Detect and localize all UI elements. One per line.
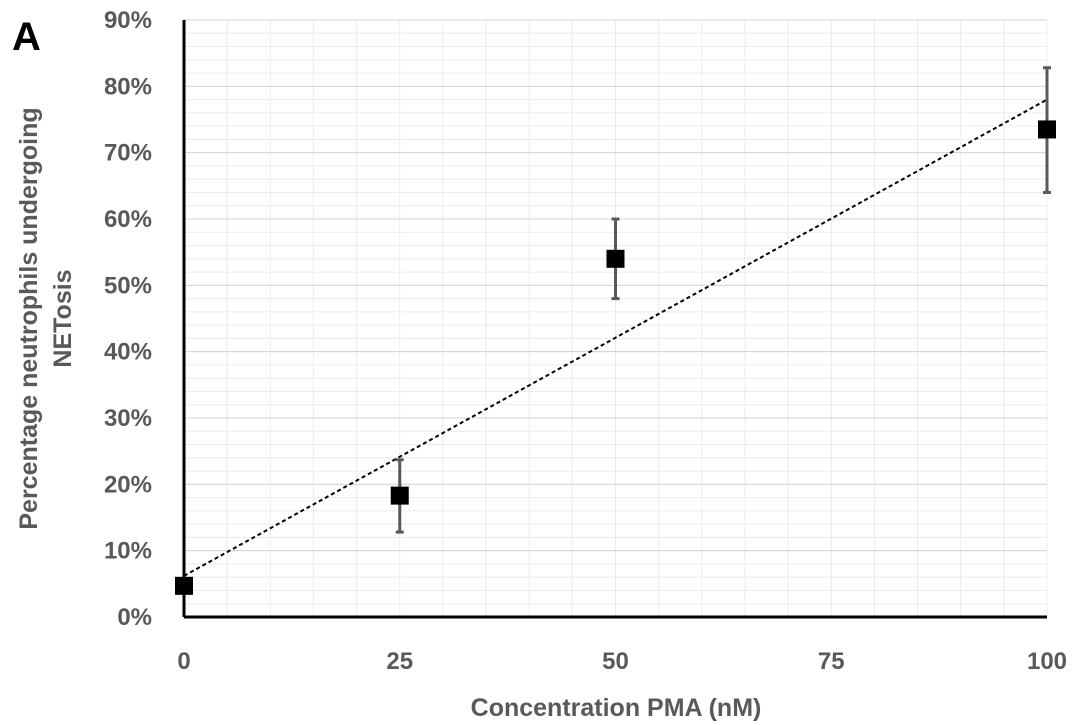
x-tick-label: 25 — [386, 648, 413, 675]
x-tick-label: 100 — [1027, 648, 1067, 675]
y-tick-label: 40% — [104, 339, 152, 366]
y-tick-labels: 0% 10% 20% 30% 40% 50% 60% 70% 80% 90% — [104, 7, 152, 631]
y-tick-label: 70% — [104, 140, 152, 167]
x-axis-title: Concentration PMA (nM) — [471, 694, 762, 722]
y-tick-label: 20% — [104, 471, 152, 498]
x-tick-label: 75 — [818, 648, 845, 675]
x-tick-label: 50 — [602, 648, 629, 675]
data-point-marker — [390, 486, 409, 505]
data-point-marker — [175, 576, 193, 595]
data-point-marker — [1038, 120, 1056, 139]
axes — [182, 20, 1047, 619]
y-tick-label: 60% — [104, 206, 152, 233]
data-point-marker — [606, 249, 625, 268]
y-tick-label: 90% — [104, 7, 152, 34]
x-tick-label: 0 — [177, 648, 190, 675]
y-tick-label: 80% — [104, 73, 152, 100]
y-axis-title-line: Percentage neutrophils undergoing — [15, 107, 43, 529]
grid-minor — [183, 19, 1048, 618]
y-tick-label: 30% — [104, 405, 152, 432]
trendline-line — [183, 98, 1048, 577]
y-tick-label: 0% — [117, 604, 152, 631]
y-tick-label: 50% — [104, 272, 152, 299]
data-points — [175, 120, 1056, 595]
y-axis-title: Percentage neutrophils undergoing NETosis — [15, 107, 77, 529]
error-bars — [395, 66, 1051, 534]
x-tick-labels: 0 25 50 75 100 — [177, 648, 1067, 675]
y-tick-label: 10% — [104, 538, 152, 565]
panel-label: A — [12, 15, 41, 59]
trendline — [183, 98, 1048, 577]
y-axis-title-line: NETosis — [49, 269, 77, 367]
